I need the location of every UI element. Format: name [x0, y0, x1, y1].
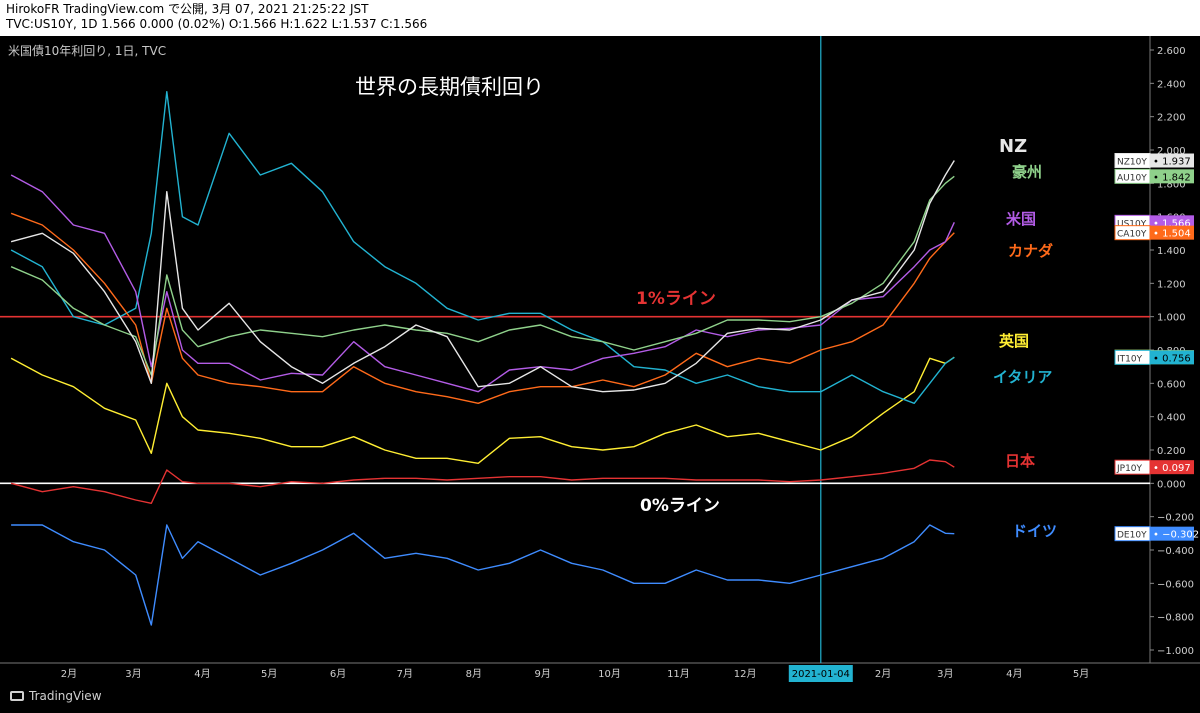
us-label: 米国: [1006, 210, 1037, 228]
last-value-text: • 0.097: [1153, 463, 1191, 474]
series-line-nz10y: [10, 160, 955, 393]
series-line-au10y: [10, 175, 955, 376]
nz-label: NZ: [999, 136, 1028, 157]
last-value-bg: [1150, 350, 1194, 365]
last-value-name: DE10Y: [1117, 531, 1147, 541]
last-value-tag-au10y: AU10Y • 1.842: [1114, 168, 1194, 184]
tradingview-logo-text: TradingView: [29, 689, 102, 703]
y-tick-label: 1.200: [1157, 279, 1186, 290]
y-tick-label: 1.400: [1157, 246, 1186, 257]
y-tick-label: 2.200: [1157, 113, 1186, 124]
x-highlight-tick-label: 2021-01-04: [792, 669, 850, 680]
last-value-text: • 1.937: [1153, 157, 1191, 168]
x-tick-label: 2月: [61, 668, 77, 680]
last-value-name: NZ10Y: [1117, 158, 1147, 168]
x-tick-label: 8月: [466, 668, 482, 680]
x-tick-label: 10月: [598, 668, 621, 680]
last-value-text: • 1.566: [1153, 218, 1191, 229]
y-tick-label: −0.600: [1157, 579, 1194, 590]
one-pct-line-label: 1%ライン: [636, 289, 716, 309]
ca-label: カナダ: [1008, 242, 1054, 260]
y-tick-label: 0.200: [1157, 446, 1186, 457]
y-tick-label: −0.400: [1157, 546, 1194, 557]
last-value-name: US10Y: [1117, 219, 1147, 229]
last-value-bg: [1150, 460, 1194, 475]
y-tick-label: −0.800: [1157, 613, 1194, 624]
series-line-it10y: [10, 90, 955, 404]
x-tick-label: 3月: [937, 668, 953, 680]
last-value-name: CA10Y: [1117, 230, 1147, 240]
y-tick-label: 0.000: [1157, 479, 1186, 490]
chart-area[interactable]: [0, 36, 1200, 713]
last-value-bg: [1150, 526, 1194, 541]
last-value-tag-ca10y: CA10Y • 1.504: [1114, 225, 1194, 241]
series-line-de10y: [11, 524, 955, 626]
y-tick-label: 2.000: [1157, 146, 1186, 157]
last-value-tag-jp10y: JP10Y • 0.097: [1114, 459, 1194, 475]
zero-pct-line-label: 0%ライン: [640, 496, 720, 516]
x-tick-label: 2月: [875, 668, 891, 680]
x-tick-label: 6月: [330, 668, 346, 680]
last-value-tag-it10y: IT10Y • 0.756: [1114, 349, 1194, 365]
last-value-bg: [1150, 169, 1194, 184]
y-tick-label: 2.600: [1157, 46, 1186, 57]
publish-header: HirokoFR TradingView.com で公開, 3月 07, 202…: [0, 0, 1200, 36]
last-value-bg: [1150, 225, 1194, 240]
last-value-bg: [1150, 153, 1194, 168]
y-tick-label: 0.400: [1157, 413, 1186, 424]
x-tick-label: 3月: [125, 668, 141, 680]
last-value-text: • −0.302: [1153, 530, 1199, 541]
symbol-legend: 米国債10年利回り, 1日, TVC: [8, 44, 167, 58]
y-tick-label: 0.600: [1157, 379, 1186, 390]
y-tick-label: 2.400: [1157, 79, 1186, 90]
last-value-text: • 0.756: [1153, 353, 1191, 364]
it-label: イタリア: [993, 368, 1053, 386]
jp-label: 日本: [1005, 452, 1036, 470]
y-axis-panel: [1150, 36, 1200, 663]
chart-title: 世界の長期債利回り: [355, 75, 544, 99]
last-value-tag-nz10y: NZ10Y • 1.937: [1114, 153, 1194, 168]
series-line-gb10y: [10, 356, 955, 464]
series-line-us10y: [10, 174, 955, 393]
x-tick-label: 11月: [667, 668, 690, 680]
last-value-name: JP10Y: [1116, 464, 1143, 474]
x-tick-label: 12月: [734, 668, 757, 680]
series-line-jp10y: [10, 459, 955, 504]
last-value-tag-de10y: DE10Y • −0.302: [1114, 526, 1199, 542]
y-tick-label: 1.000: [1157, 313, 1186, 324]
de-label: ドイツ: [1012, 522, 1058, 540]
x-tick-label: 5月: [1073, 668, 1089, 680]
tradingview-logo[interactable]: TradingView: [10, 689, 102, 703]
x-tick-label: 4月: [1006, 668, 1022, 680]
x-tick-label: 5月: [261, 668, 277, 680]
gb-label: 英国: [999, 332, 1030, 350]
last-value-text: • 1.842: [1153, 172, 1191, 183]
y-tick-label: −1.000: [1157, 646, 1194, 657]
last-value-name: IT10Y: [1117, 354, 1143, 364]
last-value-text: • 1.504: [1153, 229, 1191, 240]
series-line-ca10y: [10, 212, 955, 404]
last-value-name: AU10Y: [1117, 173, 1147, 183]
au-label: 豪州: [1012, 163, 1043, 181]
x-tick-label: 4月: [194, 668, 210, 680]
x-highlight-tick-bg: [788, 665, 853, 682]
symbol-ohlc: TVC:US10Y, 1D 1.566 0.000 (0.02%) O:1.56…: [6, 17, 428, 31]
tradingview-logo-icon: [10, 691, 24, 701]
y-tick-label: 1.800: [1157, 179, 1186, 190]
x-tick-label: 9月: [535, 668, 551, 680]
y-tick-label: −0.200: [1157, 513, 1194, 524]
publish-info: HirokoFR TradingView.com で公開, 3月 07, 202…: [6, 2, 369, 16]
x-tick-label: 7月: [397, 668, 413, 680]
